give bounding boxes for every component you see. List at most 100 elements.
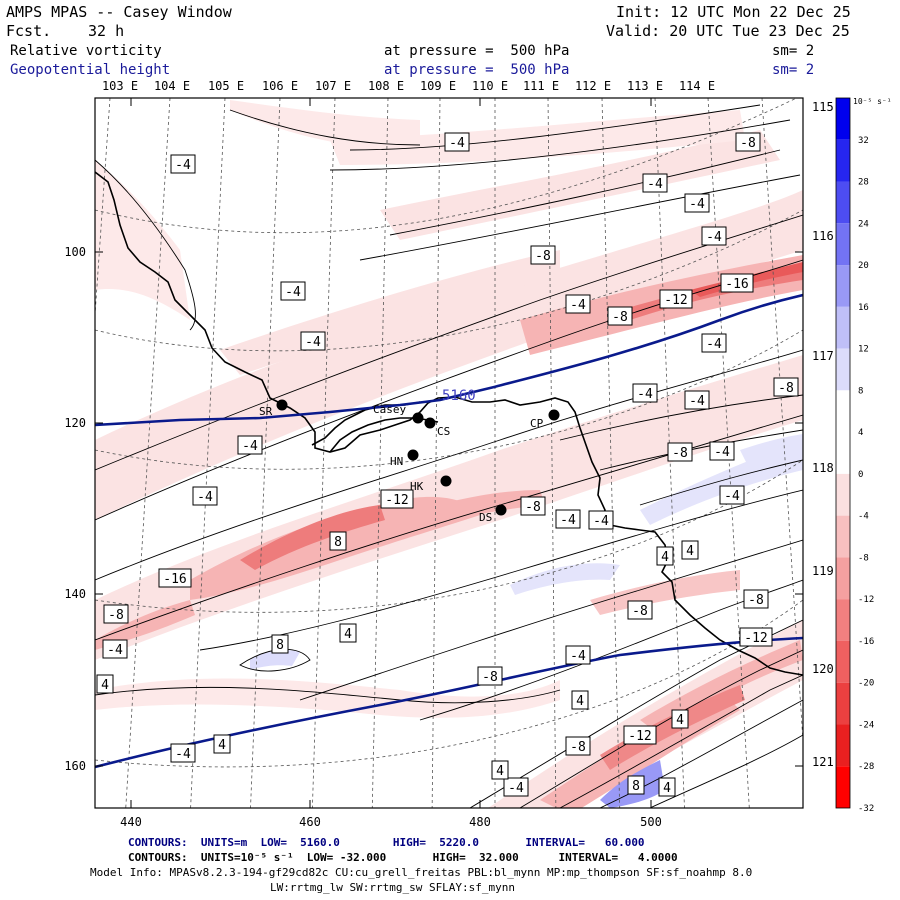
- station-cs: CS: [424, 417, 450, 438]
- station-label: CS: [437, 425, 450, 438]
- svg-text:8: 8: [334, 535, 342, 550]
- svg-text:-4: -4: [570, 649, 586, 664]
- contour-label: -4: [588, 510, 614, 530]
- colorbar-swatch: [836, 473, 850, 516]
- contour-label: -4: [719, 485, 745, 505]
- contour-label: -4: [444, 132, 470, 152]
- svg-text:-8: -8: [748, 593, 764, 608]
- x-tick-label: 440: [120, 815, 142, 829]
- svg-text:4: 4: [663, 781, 671, 796]
- y-tick-label: 120: [64, 416, 86, 430]
- contour-label: -8: [520, 496, 546, 516]
- svg-text:-12: -12: [385, 493, 408, 508]
- svg-text:-8: -8: [672, 446, 688, 461]
- contour-label: -4: [170, 154, 196, 174]
- svg-text:4: 4: [344, 627, 352, 642]
- svg-text:-8: -8: [525, 500, 541, 515]
- svg-text:-12: -12: [664, 293, 687, 308]
- svg-text:-4: -4: [689, 394, 705, 409]
- top-longitude-label: 111 E: [523, 79, 559, 93]
- svg-text:-16: -16: [725, 277, 748, 292]
- axis-ticks: [95, 98, 803, 808]
- x-tick-label: 460: [299, 815, 321, 829]
- colorbar-swatch: [836, 139, 850, 182]
- top-longitude-label: 113 E: [627, 79, 663, 93]
- contour-label: -4: [280, 281, 306, 301]
- forecast-label: Fcst.: [6, 22, 52, 40]
- contour-label: -16: [158, 568, 192, 588]
- svg-text:-8: -8: [108, 608, 124, 623]
- filled-vorticity-field: [95, 98, 803, 808]
- colorbar-label: -20: [858, 679, 874, 689]
- station-dot: [412, 412, 424, 424]
- station-label: SR: [259, 405, 273, 418]
- top-longitude-label: 110 E: [472, 79, 508, 93]
- contour-label: -8: [627, 600, 653, 620]
- svg-text:-4: -4: [689, 197, 705, 212]
- contour-label: -4: [709, 441, 735, 461]
- station-hn: HN: [390, 449, 419, 468]
- colorbar-swatch: [836, 306, 850, 349]
- svg-text:-4: -4: [706, 230, 722, 245]
- top-longitude-label: 114 E: [679, 79, 715, 93]
- init-time: Init: 12 UTC Mon 22 Dec 25: [616, 3, 851, 21]
- colorbar-label: -4: [858, 512, 869, 522]
- station-dot: [276, 399, 288, 411]
- footer-model-info: Model Info: MPASv8.2.3-194-gf29cd82c CU:…: [90, 866, 753, 879]
- station-label: HN: [390, 455, 403, 468]
- contour-label: -8: [667, 442, 693, 462]
- geopotential-height-contours: [95, 293, 803, 769]
- colorbar-swatch: [836, 766, 850, 808]
- contour-label: -4: [701, 333, 727, 353]
- svg-text:-4: -4: [637, 387, 653, 402]
- svg-text:-12: -12: [744, 631, 767, 646]
- colorbar-label: 16: [858, 303, 869, 313]
- field1-smoothing: sm= 2: [772, 43, 815, 59]
- contour-label: -8: [743, 589, 769, 609]
- svg-text:-8: -8: [482, 670, 498, 685]
- svg-text:-4: -4: [449, 136, 465, 151]
- station-casey: Casey: [373, 403, 424, 424]
- contour-label: 4: [339, 623, 357, 643]
- colorbar-swatch: [836, 265, 850, 307]
- contour-labels: -4 -4 -8 -4 -4 -4 -8 -4 -4 -4 -8 -12 -16 -8 -4 -4 -4 -8 -4…: [96, 132, 799, 797]
- colorbar-label: -8: [858, 553, 869, 563]
- colorbar-label: 32: [858, 136, 869, 146]
- plot-frame: [94, 97, 804, 809]
- contour-label: -8: [103, 604, 129, 624]
- svg-text:-4: -4: [175, 747, 191, 762]
- contour-label: -4: [300, 331, 326, 351]
- field2-smoothing: sm= 2: [772, 62, 815, 78]
- svg-text:-8: -8: [612, 310, 628, 325]
- svg-text:-4: -4: [508, 781, 524, 796]
- field1-pressure: at pressure = 500 hPa: [384, 43, 570, 59]
- contour-label: -4: [642, 173, 668, 193]
- colorbar-label: 20: [858, 261, 869, 271]
- forecast-hour: 32 h: [88, 22, 125, 40]
- station-label: Casey: [373, 403, 406, 416]
- x-tick-labels: 440 460 480 500: [120, 815, 662, 829]
- field2-name: Geopotential height: [10, 62, 171, 78]
- svg-text:-4: -4: [305, 335, 321, 350]
- contour-label: -12: [380, 489, 414, 509]
- station-label: DS: [479, 511, 492, 524]
- contour-label: -4: [701, 226, 727, 246]
- contour-label: -4: [565, 645, 591, 665]
- colorbar-label: 8: [858, 386, 863, 396]
- station-label: HK: [410, 480, 424, 493]
- svg-text:-4: -4: [197, 490, 213, 505]
- station-dot: [440, 475, 452, 487]
- station-ds: DS: [479, 504, 507, 524]
- contour-label: 4: [213, 734, 231, 754]
- station-cp: CP: [530, 409, 560, 430]
- y-tick-label: 100: [64, 245, 86, 259]
- svg-text:-8: -8: [570, 740, 586, 755]
- colorbar-swatch: [836, 98, 850, 140]
- top-longitude-label: 109 E: [420, 79, 456, 93]
- contour-label: -8: [530, 245, 556, 265]
- contour-label: -12: [739, 627, 773, 647]
- svg-text:4: 4: [686, 544, 694, 559]
- svg-text:-4: -4: [570, 298, 586, 313]
- colorbar-swatch: [836, 181, 850, 224]
